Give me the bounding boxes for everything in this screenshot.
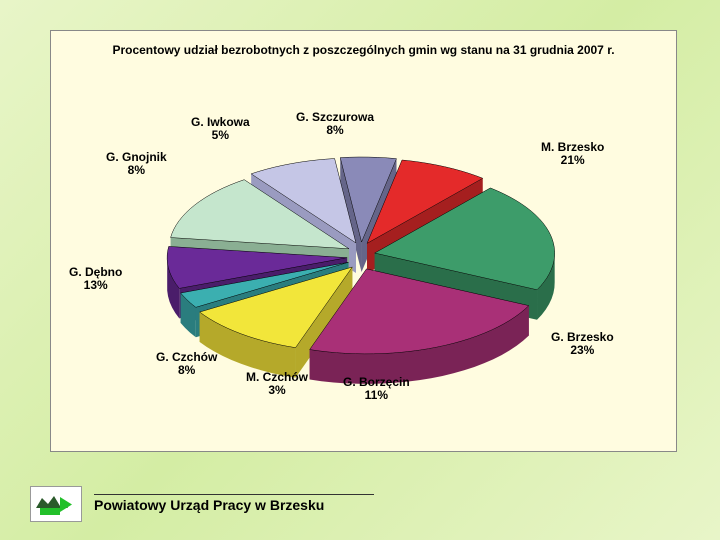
pie-slice-label: G. Szczurowa8%	[296, 111, 374, 137]
pie-slice-label-percent: 13%	[69, 279, 122, 292]
chart-title: Procentowy udział bezrobotnych z poszcze…	[51, 43, 676, 57]
pie-slice-label-percent: 8%	[296, 124, 374, 137]
pie-slice-label-percent: 11%	[343, 389, 410, 402]
pie-slice-label: M. Czchów3%	[246, 371, 308, 397]
footer: Powiatowy Urząd Pracy w Brzesku	[30, 486, 374, 522]
pie-slice-label-percent: 8%	[156, 364, 217, 377]
pie-slice-label: G. Dębno13%	[69, 266, 122, 292]
pie-slice-label-percent: 8%	[106, 164, 167, 177]
chart-panel: Procentowy udział bezrobotnych z poszcze…	[50, 30, 677, 452]
pie-container: M. Brzesko21% G. Brzesko23% G. Borzęcin11%…	[51, 91, 676, 451]
pie-slice-label: M. Brzesko21%	[541, 141, 604, 167]
pie-slice-label: G. Brzesko23%	[551, 331, 614, 357]
pie-slice-label: G. Gnojnik8%	[106, 151, 167, 177]
footer-divider: Powiatowy Urząd Pracy w Brzesku	[94, 494, 374, 515]
logo-icon	[34, 490, 78, 518]
pie-slice-label: G. Czchów8%	[156, 351, 217, 377]
footer-text: Powiatowy Urząd Pracy w Brzesku	[94, 497, 324, 513]
pie-slice-label-percent: 21%	[541, 154, 604, 167]
slide-page: Procentowy udział bezrobotnych z poszcze…	[0, 0, 720, 540]
pie-slice-label-percent: 5%	[191, 129, 250, 142]
pie-slice-label: G. Borzęcin11%	[343, 376, 410, 402]
pie-slice-label-percent: 23%	[551, 344, 614, 357]
pie-slice-label: G. Iwkowa5%	[191, 116, 250, 142]
pie-slice-label-percent: 3%	[246, 384, 308, 397]
footer-logo	[30, 486, 82, 522]
